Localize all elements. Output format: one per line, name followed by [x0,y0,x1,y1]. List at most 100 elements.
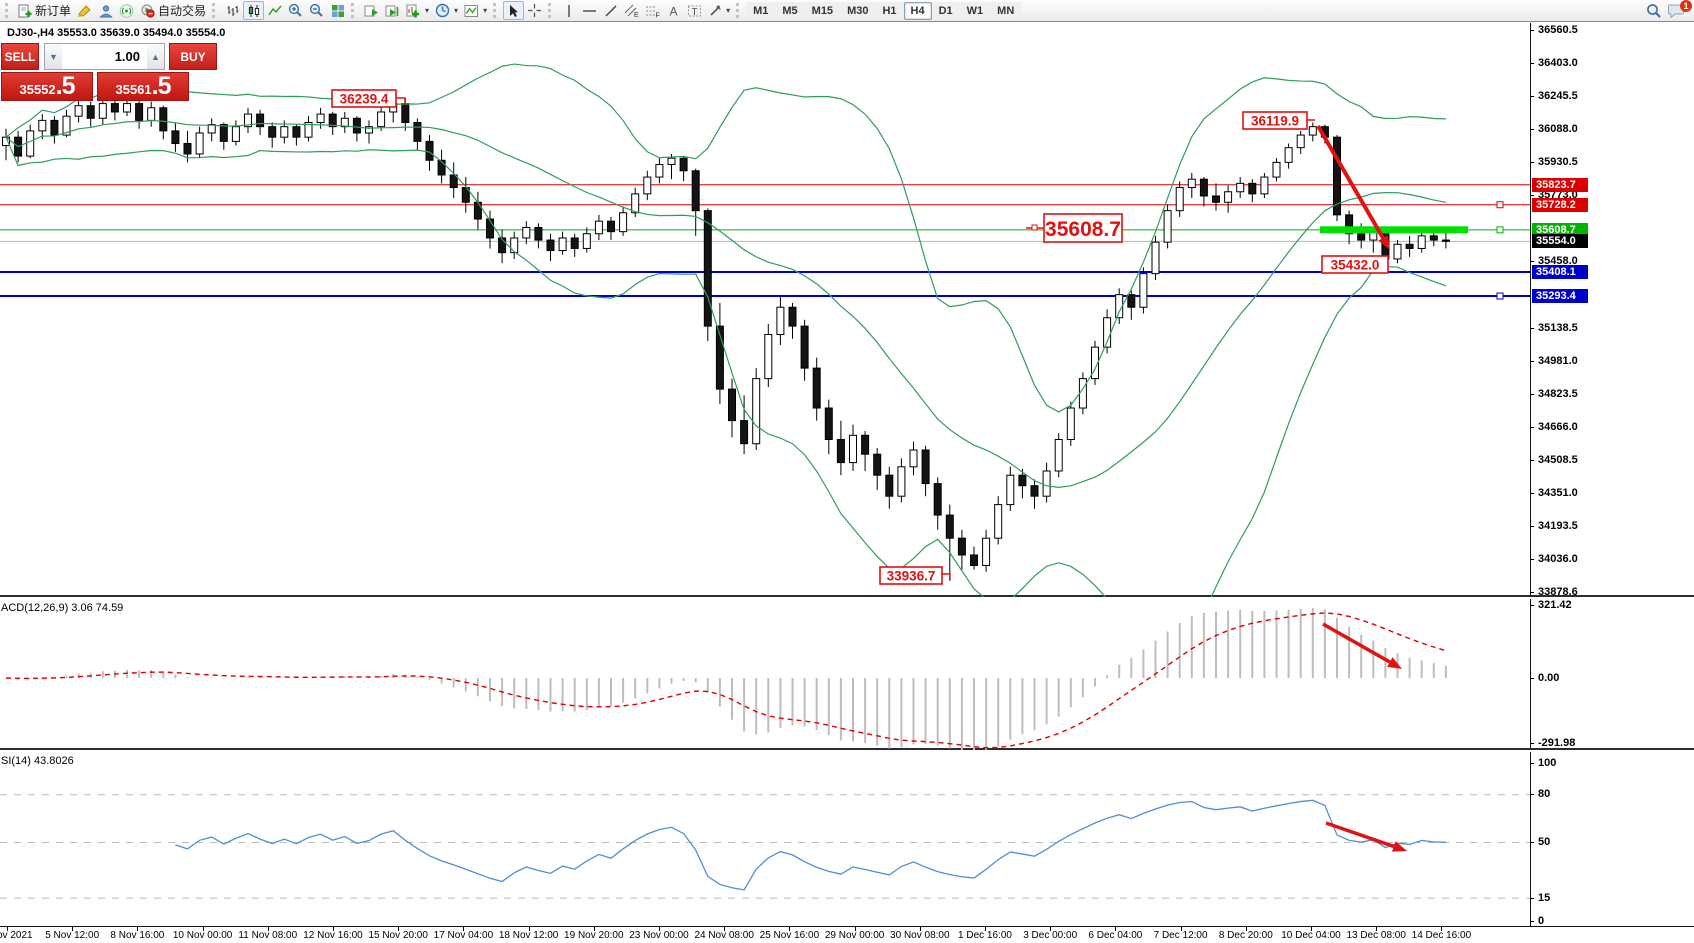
cursor-tool-button[interactable] [503,1,525,20]
axis-tick-mark [1530,763,1534,764]
auto-scroll-button[interactable] [361,1,382,20]
autotrading-label: 自动交易 [158,4,207,18]
time-axis-tick [724,927,726,931]
toolbar-grip[interactable] [5,3,12,18]
axis-tick-mark [1530,898,1534,899]
candlestick-chart[interactable]: 36239.4 36119.9 35608.7 35432.0 33936.7 [0,23,1530,597]
equidistant-channel-tool-button[interactable]: E [621,1,642,20]
time-axis-tick [1441,927,1443,931]
search-button[interactable] [1643,1,1665,20]
toolbar-grip[interactable] [212,3,219,18]
time-axis-tick [1311,927,1312,931]
crosshair-tool-button[interactable] [524,1,545,20]
label-tool-button[interactable]: T [684,1,705,20]
buy-button[interactable]: BUY [169,43,217,70]
toolbar-grip[interactable] [493,3,500,18]
axis-tick-label: 34036.0 [1538,553,1578,565]
svg-text:35608.7: 35608.7 [1045,218,1121,241]
buy-price-button[interactable]: 35561.5 [97,72,189,101]
time-axis-label: 19 Nov 20:00 [564,930,624,941]
volume-increase-button[interactable]: ▲ [147,43,165,70]
volume-decrease-button[interactable]: ▼ [44,43,62,70]
timeframe-button-m15[interactable]: M15 [804,1,841,20]
tile-windows-button[interactable] [327,1,348,20]
timeframe-button-m5[interactable]: M5 [775,1,805,20]
axis-tick-mark [1530,261,1534,262]
fibonacci-tool-button[interactable]: F [642,1,663,20]
rsi-axis: 100 80 50 15 0 [1530,752,1694,927]
timeframe-button-mn[interactable]: MN [990,1,1022,20]
shapes-tool-button[interactable]: ▾ [705,1,733,20]
trendline-tool-button[interactable] [600,1,621,20]
time-axis-tick [7,927,8,931]
bar-chart-icon [227,5,239,16]
price-axis[interactable]: 36560.5 36403.0 36245.5 36088.0 35930.5 35773… [1530,23,1694,598]
time-axis-tick [267,927,269,931]
svg-text:E: E [634,12,639,18]
axis-tick-label: 36245.5 [1538,90,1578,102]
auto-scroll-icon [364,5,379,16]
axis-tick-label: 80 [1538,788,1551,800]
horizontal-line-tool-button[interactable] [579,1,600,20]
dropdown-caret: ▾ [726,6,731,15]
rsi-chart[interactable] [0,752,1530,926]
macd-chart[interactable] [0,599,1530,750]
volume-input[interactable]: 1.00 [62,43,147,70]
macd-label: ACD(12,26,9) 3.06 74.59 [1,602,124,614]
axis-tick-label: 36560.5 [1538,24,1578,36]
new-order-button[interactable]: 新订单 [15,1,74,20]
axis-tick-mark [1530,129,1534,130]
candlestick-chart-type-button[interactable] [243,1,265,20]
trendline-icon [605,5,617,16]
chat-button[interactable]: 1 [1665,0,1692,20]
axis-tick-mark [1530,427,1534,428]
svg-text:F: F [656,12,660,18]
time-axis-label: 10 Dec 04:00 [1281,930,1341,941]
timeframe-button-h4[interactable]: H4 [903,1,932,20]
price-badge: 35293.4 [1532,289,1588,303]
axis-tick-mark [1530,394,1534,395]
axis-tick-label: 34823.5 [1538,388,1578,400]
sell-button[interactable]: SELL [1,43,39,70]
time-axis-tick [1245,927,1247,931]
timeframe-button-m1[interactable]: M1 [746,1,776,20]
bar-chart-type-button[interactable] [222,1,243,20]
chart-shift-button[interactable] [382,1,403,20]
time-axis-label: 5 Nov 12:00 [45,930,100,941]
candlestick-icon [248,4,259,17]
time-axis-label: 10 Nov 00:00 [172,930,233,941]
sell-price-button[interactable]: 35552.5 [1,72,93,101]
toolbar-grip[interactable] [548,3,555,18]
timeframe-button-w1[interactable]: W1 [959,1,991,20]
axis-tick-mark [1530,559,1534,560]
vertical-line-tool-button[interactable] [558,1,579,20]
time-axis-label: 18 Nov 12:00 [498,930,559,941]
time-axis[interactable]: 4 Nov 2021 5 Nov 12:00 8 Nov 16:00 10 Nov 0… [0,926,1694,943]
zoom-in-icon [288,3,302,17]
axis-tick-label: 0 [1538,915,1545,927]
new-chart-button[interactable]: ▾ [403,1,432,20]
toolbar-grip[interactable] [351,3,358,18]
timeframe-button-h1[interactable]: H1 [875,1,904,20]
autotrading-button[interactable]: 自动交易 [137,1,209,20]
crayon-button[interactable] [74,1,95,20]
period-clock-button[interactable]: ▾ [432,1,461,20]
price-badge: 35554.0 [1532,234,1588,248]
time-axis-label: 30 Nov 08:00 [890,930,950,941]
rsi-panel: 100 80 50 15 0 SI(14) 43.8026 [0,752,1694,927]
signal-button[interactable] [116,1,137,20]
zoom-in-button[interactable] [285,1,306,20]
rsi-label: SI(14) 43.8026 [1,755,74,767]
zoom-out-button[interactable] [306,1,327,20]
text-icon: A [670,4,678,18]
timeframe-button-d1[interactable]: D1 [931,1,960,20]
time-axis-tick [985,927,986,931]
toolbar-grip[interactable] [736,3,743,18]
axis-tick-mark [1530,328,1534,329]
indicators-button[interactable]: ▾ [461,1,490,20]
text-tool-button[interactable]: A [663,1,684,20]
line-chart-type-button[interactable] [264,1,285,20]
line-chart-icon [267,5,282,15]
profile-button[interactable] [95,1,116,20]
timeframe-button-m30[interactable]: M30 [840,1,876,20]
